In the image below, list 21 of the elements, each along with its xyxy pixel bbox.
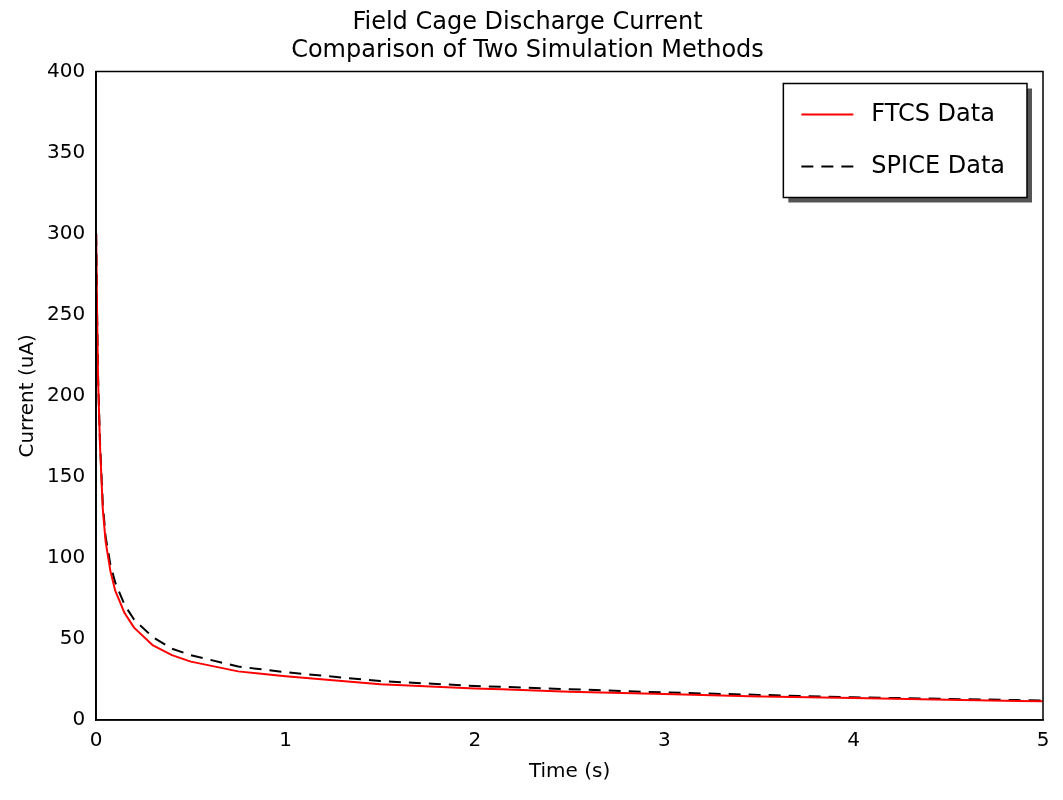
x-axis-title: Time (s): [527, 758, 611, 783]
x-tick-label: 2: [468, 727, 482, 752]
y-tick-label: 150: [46, 463, 86, 488]
y-tick-label: 250: [46, 300, 86, 325]
y-tick-label: 50: [59, 625, 86, 650]
y-tick-label: 400: [46, 57, 86, 82]
y-tick-label: 200: [46, 382, 86, 406]
y-axis-title: Current (uA): [14, 334, 39, 458]
legend-label: SPICE Data: [871, 150, 1005, 179]
legend-label: FTCS Data: [871, 98, 995, 127]
y-tick-label: 0: [72, 706, 86, 731]
y-tick-label: 350: [46, 138, 86, 163]
x-tick-label: 3: [657, 727, 671, 752]
x-tick-label: 4: [847, 727, 860, 752]
x-tick-label: 5: [1036, 727, 1050, 752]
x-tick-label: 1: [279, 727, 292, 752]
text: Comparison of Two Simulation Methods: [291, 35, 764, 64]
y-tick-label: 100: [46, 544, 86, 569]
text: Field Cage Discharge Current: [352, 6, 703, 35]
x-tick-label: 0: [89, 727, 103, 752]
y-tick-label: 300: [46, 219, 86, 244]
